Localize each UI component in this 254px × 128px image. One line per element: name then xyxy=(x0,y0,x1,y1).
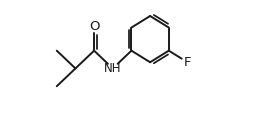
Text: O: O xyxy=(89,20,99,33)
Text: F: F xyxy=(184,56,191,69)
Text: NH: NH xyxy=(104,62,121,75)
